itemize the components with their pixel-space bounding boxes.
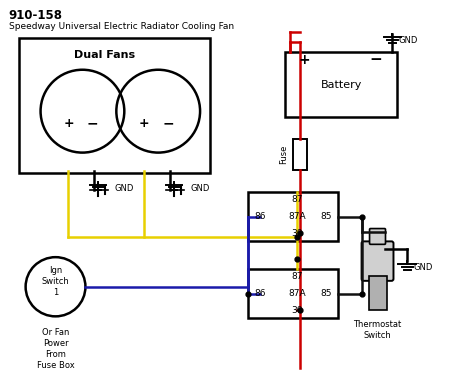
Text: GND: GND: [190, 184, 210, 193]
Text: 30: 30: [291, 229, 302, 238]
Bar: [18, 38, 210, 173]
Text: +: +: [63, 117, 74, 129]
Text: 87A: 87A: [288, 289, 306, 298]
Text: Thermostat
Switch: Thermostat Switch: [353, 320, 402, 340]
Text: 87: 87: [291, 272, 302, 282]
Text: Speedway Universal Electric Radiator Cooling Fan: Speedway Universal Electric Radiator Coo…: [9, 23, 234, 31]
Bar: [293, 139, 307, 170]
FancyBboxPatch shape: [369, 276, 387, 311]
Text: GND: GND: [414, 262, 433, 272]
Text: −: −: [369, 52, 382, 67]
Text: Or Fan
Power
From
Fuse Box: Or Fan Power From Fuse Box: [36, 328, 74, 371]
Text: Dual Fans: Dual Fans: [74, 50, 135, 60]
Text: Ign
Switch
1: Ign Switch 1: [42, 266, 69, 298]
Text: 910-158: 910-158: [9, 8, 63, 22]
Text: GND: GND: [114, 184, 134, 193]
Text: 87A: 87A: [288, 212, 306, 221]
Text: GND: GND: [398, 36, 418, 45]
Text: 86: 86: [254, 212, 266, 221]
FancyBboxPatch shape: [362, 241, 393, 281]
Text: 85: 85: [320, 289, 332, 298]
Text: +: +: [299, 53, 310, 67]
Bar: [248, 269, 338, 318]
Text: 30: 30: [291, 306, 302, 315]
Text: −: −: [86, 116, 98, 130]
Bar: [248, 192, 338, 241]
Text: Fuse: Fuse: [279, 145, 288, 164]
FancyBboxPatch shape: [369, 228, 386, 244]
Text: 87: 87: [291, 196, 302, 204]
Text: 86: 86: [254, 289, 266, 298]
Text: +: +: [139, 117, 149, 129]
Bar: [285, 52, 397, 117]
Text: Battery: Battery: [320, 79, 362, 89]
Text: −: −: [162, 116, 174, 130]
Text: 85: 85: [320, 212, 332, 221]
